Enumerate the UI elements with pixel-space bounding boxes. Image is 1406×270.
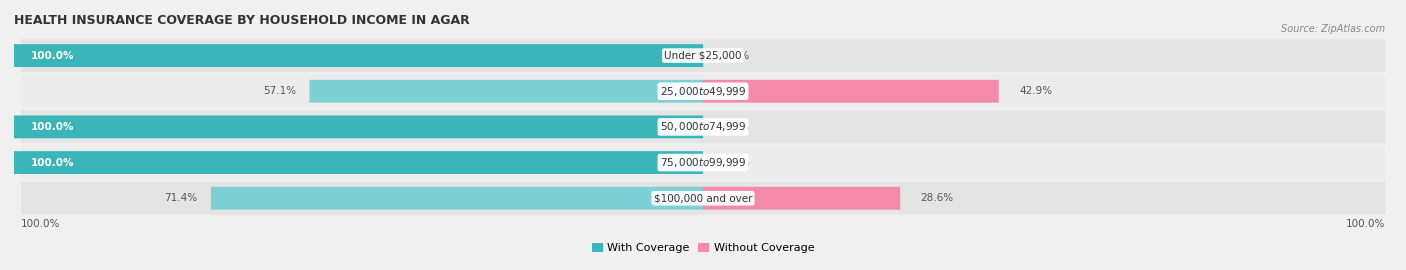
Text: 57.1%: 57.1% (263, 86, 295, 96)
Text: $75,000 to $99,999: $75,000 to $99,999 (659, 156, 747, 169)
FancyBboxPatch shape (14, 151, 703, 174)
FancyBboxPatch shape (14, 44, 703, 67)
FancyBboxPatch shape (14, 116, 703, 138)
Text: 28.6%: 28.6% (921, 193, 953, 203)
Legend: With Coverage, Without Coverage: With Coverage, Without Coverage (588, 238, 818, 257)
FancyBboxPatch shape (703, 80, 998, 103)
FancyBboxPatch shape (211, 187, 703, 210)
FancyBboxPatch shape (21, 182, 1385, 215)
Text: 100.0%: 100.0% (31, 122, 75, 132)
Text: 42.9%: 42.9% (1019, 86, 1052, 96)
Text: Under $25,000: Under $25,000 (664, 50, 742, 60)
Text: 100.0%: 100.0% (21, 219, 60, 229)
Text: 0.0%: 0.0% (724, 50, 749, 60)
Text: 100.0%: 100.0% (1346, 219, 1385, 229)
FancyBboxPatch shape (21, 39, 1385, 72)
FancyBboxPatch shape (21, 146, 1385, 179)
Text: 0.0%: 0.0% (724, 158, 749, 168)
FancyBboxPatch shape (21, 110, 1385, 143)
Text: 100.0%: 100.0% (31, 158, 75, 168)
Text: 100.0%: 100.0% (31, 50, 75, 60)
Text: HEALTH INSURANCE COVERAGE BY HOUSEHOLD INCOME IN AGAR: HEALTH INSURANCE COVERAGE BY HOUSEHOLD I… (14, 14, 470, 27)
FancyBboxPatch shape (21, 75, 1385, 108)
Text: Source: ZipAtlas.com: Source: ZipAtlas.com (1281, 24, 1385, 34)
FancyBboxPatch shape (309, 80, 703, 103)
Text: 71.4%: 71.4% (165, 193, 197, 203)
FancyBboxPatch shape (703, 187, 900, 210)
Text: 0.0%: 0.0% (724, 122, 749, 132)
Text: $50,000 to $74,999: $50,000 to $74,999 (659, 120, 747, 133)
Text: $25,000 to $49,999: $25,000 to $49,999 (659, 85, 747, 98)
Text: $100,000 and over: $100,000 and over (654, 193, 752, 203)
